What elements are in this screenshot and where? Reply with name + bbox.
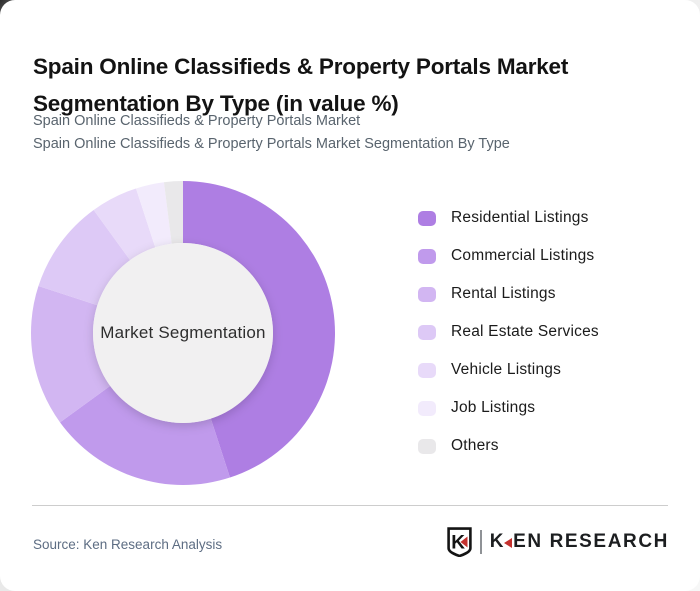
- legend-swatch: [418, 324, 436, 340]
- legend-label: Others: [451, 437, 499, 454]
- legend-item[interactable]: Vehicle Listings: [418, 351, 599, 389]
- legend-swatch: [418, 210, 436, 226]
- legend-label: Commercial Listings: [451, 247, 595, 264]
- donut-segment[interactable]: [60, 385, 230, 485]
- donut-segment[interactable]: [136, 182, 172, 248]
- legend-label: Real Estate Services: [451, 323, 599, 340]
- legend-item[interactable]: Real Estate Services: [418, 313, 599, 351]
- legend-swatch: [418, 248, 436, 264]
- donut-segment[interactable]: [31, 286, 111, 423]
- ken-research-badge-icon: K: [447, 527, 472, 557]
- ken-research-logo: K K EN RESEARCH: [446, 527, 669, 557]
- logo-divider-bar: [479, 530, 482, 554]
- logo-red-triangle-icon: [504, 537, 513, 548]
- chart-title: Spain Online Classifieds & Property Port…: [33, 54, 569, 117]
- legend-swatch: [418, 362, 436, 378]
- subtitle-line-2: Spain Online Classifieds & Property Port…: [33, 135, 510, 152]
- legend-label: Job Listings: [451, 399, 536, 416]
- legend-item[interactable]: Others: [418, 427, 599, 465]
- logo-letter-k: K: [489, 531, 506, 552]
- donut-chart: [31, 181, 335, 485]
- donut-segment[interactable]: [163, 181, 183, 244]
- logo-text: K EN RESEARCH: [490, 529, 669, 555]
- legend-item[interactable]: Residential Listings: [418, 199, 599, 237]
- donut-segment[interactable]: [183, 181, 335, 478]
- footer-divider: [32, 505, 668, 506]
- legend-swatch: [418, 400, 436, 416]
- subtitle-line-1: Spain Online Classifieds & Property Port…: [33, 113, 361, 129]
- donut-segment[interactable]: [38, 210, 131, 306]
- chart-legend: Residential Listings Commercial Listings R…: [418, 199, 599, 465]
- legend-label: Vehicle Listings: [451, 361, 562, 378]
- legend-swatch: [418, 286, 436, 302]
- legend-item[interactable]: Commercial Listings: [418, 237, 599, 275]
- svg-text:K: K: [451, 533, 465, 554]
- badge-red-triangle: [460, 536, 468, 548]
- logo-letters-rest: EN RESEARCH: [513, 531, 669, 552]
- legend-label: Residential Listings: [451, 209, 589, 226]
- legend-item[interactable]: Rental Listings: [418, 275, 599, 313]
- legend-label: Rental Listings: [451, 285, 556, 302]
- chart-subtitles: Spain Online Classifieds & Property Port…: [33, 110, 667, 155]
- donut-center-label: Market Segmentation: [100, 323, 266, 342]
- legend-swatch: [418, 438, 436, 454]
- donut-center-circle: [93, 243, 273, 423]
- legend-item[interactable]: Job Listings: [418, 389, 599, 427]
- donut-segment[interactable]: [93, 188, 156, 261]
- source-text: Source: Ken Research Analysis: [33, 537, 223, 552]
